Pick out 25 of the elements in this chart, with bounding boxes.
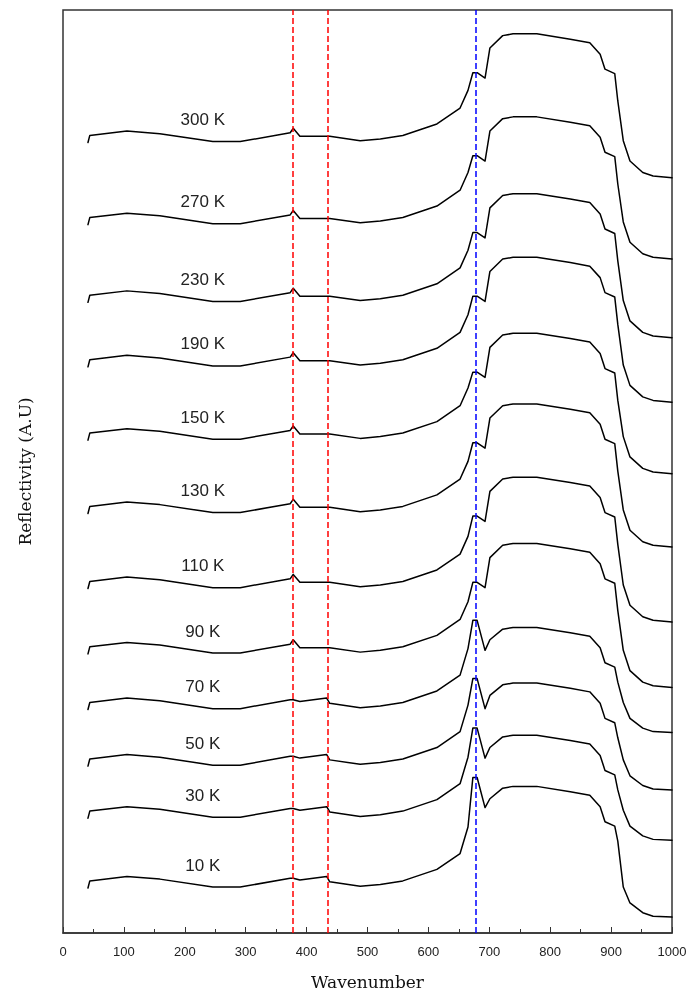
x-tick-label: 0	[59, 944, 67, 959]
x-axis-title: Wavenumber	[311, 971, 425, 992]
series-label: 150 K	[180, 407, 226, 427]
x-tick-label: 700	[478, 944, 501, 959]
y-axis-title: Reflectivity (A.U)	[14, 397, 35, 546]
x-tick-label: 900	[600, 944, 622, 959]
series-label: 30 K	[185, 785, 221, 805]
series-label: 70 K	[185, 677, 221, 697]
x-tick-label: 1000	[657, 944, 687, 959]
series-label: 230 K	[180, 269, 226, 289]
series-label: 90 K	[185, 621, 221, 641]
series-label: 50 K	[185, 733, 221, 753]
x-tick-label: 400	[295, 944, 318, 959]
series-label: 270 K	[180, 192, 226, 212]
series-label: 190 K	[180, 334, 226, 354]
series-label: 110 K	[181, 556, 226, 576]
series-label: 300 K	[180, 110, 226, 130]
x-tick-label: 200	[173, 944, 196, 959]
series-label: 130 K	[180, 481, 226, 501]
x-tick-label: 100	[113, 944, 135, 959]
x-tick-label: 500	[356, 944, 379, 959]
x-tick-label: 800	[539, 944, 562, 959]
x-tick-label: 600	[417, 944, 440, 959]
series-label: 10 K	[185, 855, 221, 875]
x-tick-label: 300	[234, 944, 257, 959]
